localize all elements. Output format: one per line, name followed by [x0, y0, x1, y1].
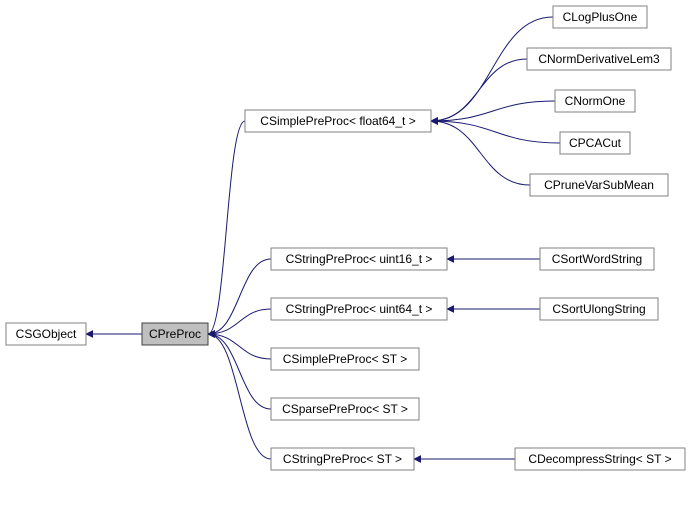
inheritance-edge: [431, 101, 555, 121]
class-node-label: CNormOne: [565, 94, 626, 108]
inheritance-edge: [208, 121, 245, 334]
class-node-label: CSparsePreProc< ST >: [282, 402, 408, 416]
class-node[interactable]: CDecompressString< ST >: [515, 448, 685, 470]
inheritance-diagram: CSGObject CPreProc CSimplePreProc< float64…: [0, 0, 693, 520]
class-node[interactable]: CPruneVarSubMean: [530, 174, 668, 196]
class-node-label: CPCACut: [569, 136, 622, 150]
class-node-label: CSGObject: [16, 327, 77, 341]
class-node[interactable]: CSortWordString: [540, 248, 654, 270]
class-node-label: CNormDerivativeLem3: [538, 52, 660, 66]
class-node[interactable]: CPreProc: [142, 323, 208, 345]
class-node[interactable]: CSGObject: [6, 323, 86, 345]
class-node-label: CStringPreProc< ST >: [283, 452, 402, 466]
class-node[interactable]: CStringPreProc< uint16_t >: [271, 248, 447, 270]
class-node-label: CPruneVarSubMean: [544, 178, 654, 192]
class-node-label: CSimplePreProc< float64_t >: [260, 114, 415, 128]
class-node[interactable]: CSparsePreProc< ST >: [271, 398, 419, 420]
class-node[interactable]: CSimplePreProc< float64_t >: [245, 110, 431, 132]
class-node-label: CStringPreProc< uint16_t >: [286, 252, 433, 266]
class-node-label: CSortWordString: [552, 252, 642, 266]
class-node[interactable]: CNormDerivativeLem3: [527, 48, 671, 70]
class-node-label: CLogPlusOne: [563, 10, 638, 24]
class-node-label: CSortUlongString: [552, 302, 645, 316]
class-node[interactable]: CSimplePreProc< ST >: [271, 348, 419, 370]
nodes-layer: CSGObject CPreProc CSimplePreProc< float64…: [6, 6, 685, 470]
inheritance-edge: [208, 334, 271, 459]
edges-layer: [86, 17, 560, 459]
inheritance-edge: [431, 121, 560, 143]
class-node-label: CSimplePreProc< ST >: [283, 352, 408, 366]
class-node[interactable]: CStringPreProc< ST >: [271, 448, 414, 470]
class-node[interactable]: CNormOne: [555, 90, 635, 112]
inheritance-edge: [208, 259, 271, 334]
inheritance-edge: [431, 59, 527, 121]
class-node[interactable]: CPCACut: [560, 132, 630, 154]
inheritance-edge: [431, 121, 530, 185]
class-node[interactable]: CLogPlusOne: [553, 6, 647, 28]
class-node-label: CStringPreProc< uint64_t >: [286, 302, 433, 316]
class-node[interactable]: CStringPreProc< uint64_t >: [271, 298, 447, 320]
class-node-label: CPreProc: [149, 327, 201, 341]
class-node[interactable]: CSortUlongString: [540, 298, 658, 320]
class-node-label: CDecompressString< ST >: [528, 452, 671, 466]
